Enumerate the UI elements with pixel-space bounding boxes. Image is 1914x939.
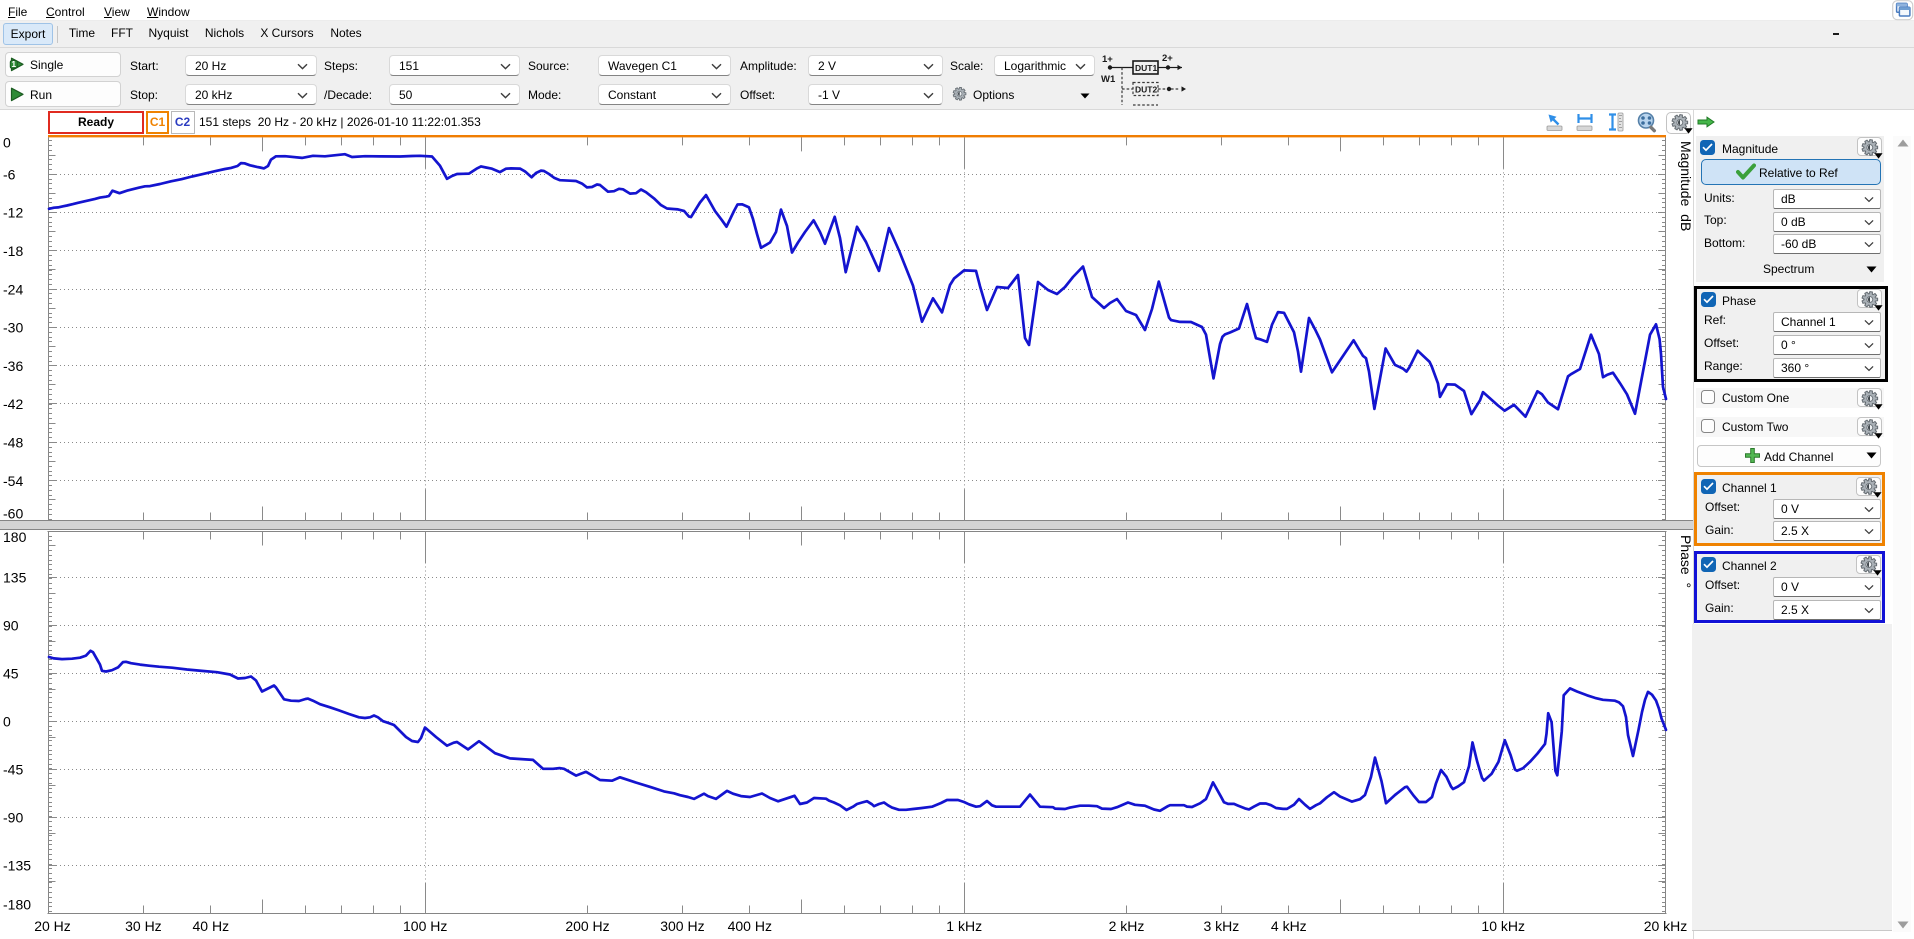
svg-text:-30: -30 bbox=[3, 320, 23, 336]
svg-text:20 Hz: 20 Hz bbox=[34, 918, 71, 934]
svg-text:1: 1 bbox=[11, 59, 16, 69]
svg-text:1+: 1+ bbox=[1102, 54, 1113, 65]
svg-text:-48: -48 bbox=[3, 435, 23, 451]
svg-text:3 kHz: 3 kHz bbox=[1204, 918, 1240, 934]
svg-text:-180: -180 bbox=[3, 897, 31, 913]
svg-text:0: 0 bbox=[3, 135, 11, 151]
svg-text:300 Hz: 300 Hz bbox=[660, 918, 704, 934]
svg-text:-24: -24 bbox=[3, 281, 23, 297]
svg-text:100 Hz: 100 Hz bbox=[403, 918, 447, 934]
svg-text:20 kHz: 20 kHz bbox=[1644, 918, 1688, 934]
svg-text:2+: 2+ bbox=[1162, 53, 1173, 64]
svg-text:DUT2: DUT2 bbox=[1135, 85, 1157, 95]
svg-text:-90: -90 bbox=[3, 810, 23, 826]
svg-text:Phase °: Phase ° bbox=[1678, 535, 1694, 588]
svg-text:-135: -135 bbox=[3, 858, 31, 874]
svg-text:200 Hz: 200 Hz bbox=[565, 918, 609, 934]
svg-text:135: 135 bbox=[3, 569, 27, 585]
svg-text:W1: W1 bbox=[1101, 74, 1116, 85]
svg-text:-45: -45 bbox=[3, 762, 23, 778]
svg-text:2 kHz: 2 kHz bbox=[1109, 918, 1145, 934]
svg-text:-42: -42 bbox=[3, 396, 23, 412]
svg-text:30 Hz: 30 Hz bbox=[125, 918, 162, 934]
svg-text:4 kHz: 4 kHz bbox=[1271, 918, 1307, 934]
svg-text:Magnitude dB: Magnitude dB bbox=[1678, 141, 1694, 231]
svg-text:45: 45 bbox=[3, 665, 19, 681]
svg-text:90: 90 bbox=[3, 617, 19, 633]
svg-text:1 kHz: 1 kHz bbox=[946, 918, 982, 934]
svg-text:DUT1: DUT1 bbox=[1135, 63, 1157, 73]
svg-text:0: 0 bbox=[3, 714, 11, 730]
svg-text:400 Hz: 400 Hz bbox=[728, 918, 772, 934]
svg-text:-6: -6 bbox=[3, 166, 16, 182]
svg-text:-12: -12 bbox=[3, 205, 23, 221]
svg-text:40 Hz: 40 Hz bbox=[193, 918, 230, 934]
svg-text:-54: -54 bbox=[3, 473, 23, 489]
svg-text:10 kHz: 10 kHz bbox=[1481, 918, 1525, 934]
svg-text:-18: -18 bbox=[3, 243, 23, 259]
svg-text:180: 180 bbox=[3, 529, 27, 545]
svg-text:-36: -36 bbox=[3, 358, 23, 374]
svg-text:-60: -60 bbox=[3, 506, 23, 522]
